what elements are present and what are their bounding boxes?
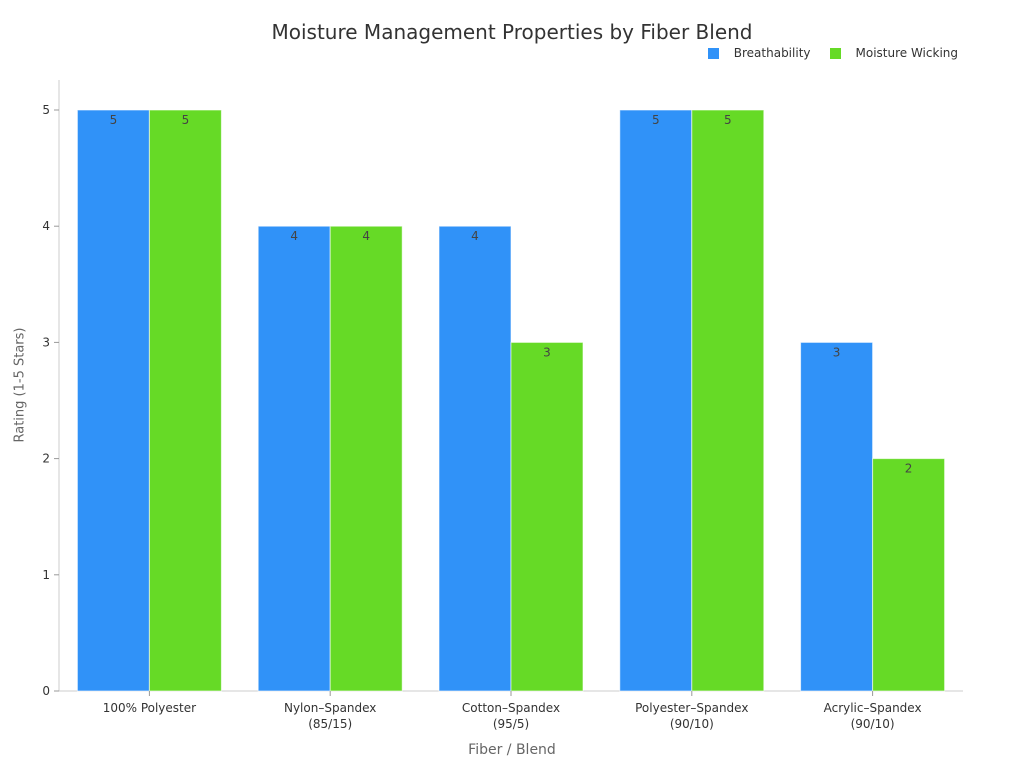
bar-value-label: 2 xyxy=(905,462,913,476)
bar-moisture-wicking xyxy=(329,225,403,692)
bar-value-label: 5 xyxy=(110,113,118,127)
bar-value-label: 5 xyxy=(724,113,732,127)
chart-title: Moisture Management Properties by Fiber … xyxy=(271,20,753,44)
bar-breathability xyxy=(438,225,512,692)
bar-value-label: 5 xyxy=(652,113,660,127)
x-tick-label: Acrylic–Spandex xyxy=(824,701,922,715)
x-tick-label: (85/15) xyxy=(308,717,352,731)
x-tick-label: Polyester–Spandex xyxy=(635,701,748,715)
x-tick-label: Cotton–Spandex xyxy=(462,701,560,715)
bar-breathability xyxy=(800,341,874,692)
legend-swatch-moisture-wicking-icon xyxy=(829,47,841,59)
bar-value-label: 5 xyxy=(182,113,190,127)
bar-moisture-wicking xyxy=(872,458,946,692)
y-tick-label: 3 xyxy=(42,335,50,349)
x-tick-label: Nylon–Spandex xyxy=(284,701,376,715)
legend-swatch-breathability-icon xyxy=(707,47,719,59)
x-tick-label: (90/10) xyxy=(670,717,714,731)
bar-breathability xyxy=(76,109,150,692)
bar-value-label: 3 xyxy=(543,345,551,359)
x-axis-label: Fiber / Blend xyxy=(468,742,556,758)
y-tick-label: 4 xyxy=(42,219,50,233)
y-tick-label: 1 xyxy=(42,568,50,582)
bar-moisture-wicking xyxy=(691,109,765,692)
bar-breathability xyxy=(619,109,693,692)
legend-item-breathability[interactable]: Breathability xyxy=(707,46,811,60)
x-tick-label: (90/10) xyxy=(851,717,895,731)
legend-label: Breathability xyxy=(733,46,811,60)
legend-label: Moisture Wicking xyxy=(855,46,959,60)
bar-value-label: 4 xyxy=(290,229,298,243)
legend: Breathability Moisture Wicking xyxy=(689,46,958,60)
bar-value-label: 3 xyxy=(833,345,841,359)
y-tick-label: 2 xyxy=(42,452,50,466)
y-tick-label: 5 xyxy=(42,103,50,117)
x-tick-label: (95/5) xyxy=(493,717,529,731)
bar-value-label: 4 xyxy=(471,229,479,243)
bar-value-label: 4 xyxy=(362,229,370,243)
x-tick-label: 100% Polyester xyxy=(103,701,196,715)
bar-moisture-wicking xyxy=(148,109,222,692)
legend-item-moisture-wicking[interactable]: Moisture Wicking xyxy=(829,46,959,60)
bar-moisture-wicking xyxy=(510,341,584,692)
y-tick-label: 0 xyxy=(42,684,50,698)
bar-breathability xyxy=(257,225,331,692)
